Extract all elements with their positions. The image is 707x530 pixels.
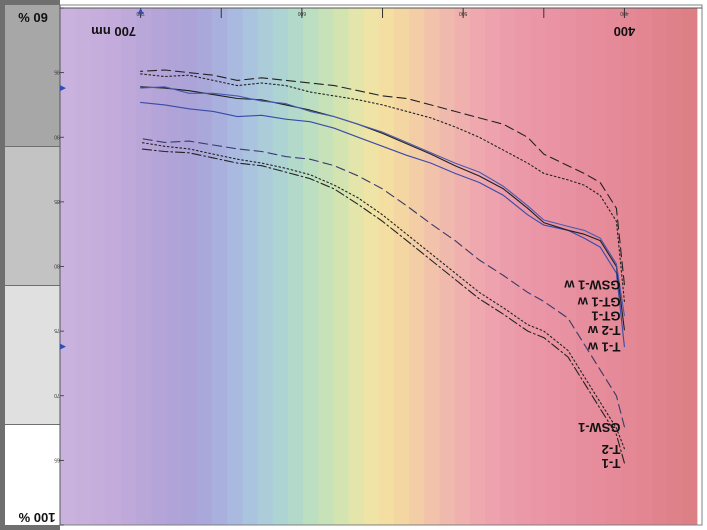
y-tick-label: 70 — [54, 392, 60, 398]
gray-step-white — [5, 425, 60, 525]
axes: 40050060070065707580859095 — [54, 5, 702, 526]
series-label: GT-1 w — [577, 294, 621, 309]
series-line — [140, 73, 625, 302]
spectrum-band — [181, 8, 197, 525]
spectrum-band — [530, 8, 546, 525]
spectrum-band — [499, 8, 516, 525]
spectrum-band — [105, 8, 122, 525]
spectrum-band — [454, 8, 470, 525]
spectrum-band — [348, 8, 364, 525]
corner-label-top: 60 % — [18, 10, 48, 25]
spectrum-band — [90, 8, 106, 525]
spectrum-band — [484, 8, 501, 525]
gray-step-darkest — [5, 5, 60, 146]
series-label: T-2 — [602, 442, 621, 457]
x-tick-label: 500 — [459, 10, 468, 16]
spectrum-band — [211, 8, 228, 525]
series-label: GSW-1 — [578, 420, 620, 435]
marker-arrow-left — [60, 343, 66, 350]
spectrum-band — [333, 8, 349, 525]
y-tick-label: 95 — [54, 69, 60, 75]
spectrum-band — [681, 8, 698, 525]
spectrum-band — [302, 8, 319, 525]
x-tick-label: 600 — [298, 10, 307, 16]
spectrum-band — [135, 8, 152, 525]
marker-arrow-left — [60, 85, 66, 92]
gray-step-dark — [5, 147, 60, 285]
y-tick-label: 80 — [54, 263, 60, 269]
spectrum-band — [606, 8, 622, 525]
series-line — [140, 101, 625, 348]
spectrum-band — [424, 8, 440, 525]
spectrum-band — [621, 8, 637, 525]
spectrum-band — [393, 8, 410, 525]
series-label: T-2 w — [587, 323, 620, 338]
spectrum-band — [196, 8, 213, 525]
spectrum-band — [575, 8, 592, 525]
spectrum-band — [363, 8, 379, 525]
marker-arrow-top — [137, 8, 144, 14]
spectrum-band — [317, 8, 334, 525]
series-line — [140, 148, 625, 464]
series-label: T-1 w — [587, 340, 620, 355]
series-line — [140, 86, 625, 331]
y-tick-label: 65 — [54, 456, 60, 462]
series-label: GSW-1 w — [563, 278, 620, 293]
spectrum-band — [272, 8, 288, 525]
spectrum-band — [257, 8, 273, 525]
x-tick-label: 400 — [620, 10, 629, 16]
y-tick-label: 85 — [54, 198, 60, 204]
series-line — [140, 141, 625, 450]
spectrum-band — [378, 8, 395, 525]
spectrum-band — [590, 8, 607, 525]
series-line — [140, 137, 625, 428]
corner-label-bottom: 100 % — [18, 510, 55, 525]
spectrum-band — [469, 8, 486, 525]
spectrum-band — [120, 8, 137, 525]
spectrum-band — [560, 8, 577, 525]
gray-step-light — [5, 286, 60, 424]
x-end-label: 700 nm — [91, 24, 136, 39]
y-tick-label: 75 — [54, 327, 60, 333]
corner-labels: 60 % 100 % 400 700 nm — [18, 10, 636, 525]
x-start-label: 400 — [614, 24, 636, 39]
series-line — [140, 86, 625, 317]
spectrum-bands — [60, 8, 698, 525]
series-lines — [140, 69, 625, 464]
spectrum-band — [226, 8, 243, 525]
spectrum-band — [515, 8, 531, 525]
spectrum-band — [287, 8, 304, 525]
series-label: GT-1 — [592, 309, 621, 324]
spectrum-band — [242, 8, 258, 525]
spectrum-band — [75, 8, 91, 525]
spectrum-band — [166, 8, 182, 525]
spectrum-band — [651, 8, 668, 525]
spectrum-band — [408, 8, 425, 525]
series-label: T-1 — [602, 456, 621, 471]
y-tick-label: 90 — [54, 133, 60, 139]
spectrum-band — [151, 8, 167, 525]
spectrum-band — [666, 8, 683, 525]
spectrum-band — [545, 8, 561, 525]
spectrum-band — [636, 8, 652, 525]
